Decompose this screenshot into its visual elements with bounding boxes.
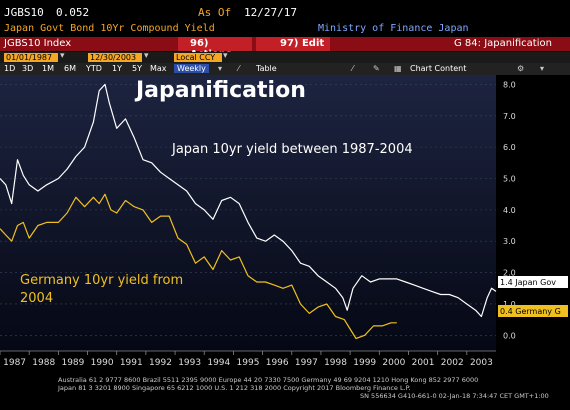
germany-tag-label: 0.4 Germany G	[500, 307, 561, 316]
x-tick-label: 2001	[412, 358, 435, 368]
line-tool-icon[interactable]: ⁄	[352, 64, 354, 73]
y-tick-label: 0.0	[503, 331, 516, 340]
x-tick-label: 1996	[266, 358, 289, 368]
tab-period[interactable]: YTD	[86, 64, 102, 73]
page-label: G 84: Japanification	[454, 38, 552, 49]
last-price: 0.052	[56, 6, 90, 19]
y-tick-label: 3.0	[503, 237, 516, 246]
currency-select[interactable]: Local CCY	[174, 53, 222, 62]
x-tick-label: 2002	[441, 358, 464, 368]
chevron-down-icon[interactable]: ▾	[223, 51, 228, 61]
y-tick-label: 4.0	[503, 206, 516, 215]
japan-tag-label: 1.4 Japan Gov	[500, 278, 556, 287]
calendar-icon[interactable]: ▾	[60, 51, 65, 61]
tab-period[interactable]: 6M	[64, 64, 76, 73]
x-tick-label: 1987	[3, 358, 26, 368]
footer-contacts-2: Japan 81 3 3201 8900 Singapore 65 6212 1…	[58, 384, 411, 392]
x-tick-label: 1988	[32, 358, 55, 368]
footer: Australia 61 2 9777 8600 Brazil 5511 239…	[0, 376, 570, 410]
chart-area: 0.0 1.0 2.0 3.0 4.0 5.0 6.0 7.0 8.0 1987 1988 1989…	[0, 75, 570, 375]
table-button[interactable]: Table	[256, 64, 277, 73]
as-of-date: 12/27/17	[244, 6, 297, 19]
calendar-icon[interactable]: ▾	[144, 51, 149, 61]
footer-contacts: Australia 61 2 9777 8600 Brazil 5511 239…	[58, 376, 479, 384]
edit-label: 97) Edit	[280, 38, 325, 49]
data-source: Ministry of Finance Japan	[318, 23, 469, 34]
yield-chart: 0.0 1.0 2.0 3.0 4.0 5.0 6.0 7.0 8.0 1987 1988 1989…	[0, 75, 568, 368]
x-tick-label: 1990	[91, 358, 114, 368]
germany-value-tag: 0.4 Germany G	[498, 305, 568, 317]
x-tick-label: 1989	[61, 358, 84, 368]
function-toolbar: JGBS10 Index 96) Actions 97) Edit G 84: …	[0, 37, 570, 60]
x-tick-label: 1994	[207, 358, 230, 368]
tab-period[interactable]: Max	[150, 64, 167, 73]
settings-icon[interactable]: ⚙	[517, 64, 525, 73]
x-tick-label: 1995	[237, 358, 260, 368]
chevron-down-icon[interactable]: ▾	[218, 64, 223, 73]
tab-period[interactable]: 1D	[4, 64, 16, 73]
as-of-label: As Of	[198, 6, 232, 19]
y-tick-label: 6.0	[503, 143, 516, 152]
y-tick-label: 5.0	[503, 175, 516, 184]
start-date-field[interactable]: 01/01/1987	[4, 53, 58, 62]
japan-yield-line	[0, 83, 497, 318]
security-subheader: Japan Govt Bond 10Yr Compound Yield Mini…	[0, 22, 570, 36]
actions-button[interactable]: 96) Actions	[178, 37, 252, 60]
y-tick-label: 2.0	[503, 269, 516, 278]
x-tick-label: 1993	[178, 358, 201, 368]
security-header: JGBS10 0.052 As Of 12/27/17	[0, 0, 570, 22]
footer-session: SN 556634 G410-661-0 02-Jan-18 7:34:47 C…	[360, 392, 549, 400]
chart-content-button[interactable]: Chart Content	[410, 64, 467, 73]
tab-period[interactable]: 1Y	[112, 64, 122, 73]
japan-annotation: Japan 10yr yield between 1987-2004	[171, 142, 413, 157]
y-tick-label: 7.0	[503, 112, 516, 121]
x-tick-label: 2003	[470, 358, 493, 368]
plot-background	[0, 75, 496, 351]
x-tick-label: 1991	[120, 358, 143, 368]
chevron-down-icon[interactable]: ▾	[540, 64, 545, 73]
germany-annotation-line1: Germany 10yr yield from	[20, 273, 183, 288]
y-tick-label: 8.0	[503, 80, 516, 89]
x-tick-label: 1997	[295, 358, 318, 368]
index-label: JGBS10 Index	[4, 38, 72, 49]
end-date-field[interactable]: 12/30/2003	[88, 53, 142, 62]
tab-period[interactable]: 1M	[42, 64, 54, 73]
tab-period[interactable]: 5Y	[132, 64, 142, 73]
y-tick-label: 1.0	[503, 300, 516, 309]
japan-value-tag: 1.4 Japan Gov	[498, 276, 568, 288]
line-chart-icon[interactable]: ⁄	[238, 64, 240, 73]
chart-type-icon[interactable]: ▦	[394, 64, 402, 73]
edit-button[interactable]: 97) Edit	[256, 37, 330, 51]
ticker: JGBS10	[4, 6, 44, 19]
period-tabs: 1D 3D 1M 6M YTD 1Y 5Y Max Weekly ▾ ⁄ Tab…	[0, 63, 570, 75]
x-tick-label: 1998	[324, 358, 347, 368]
germany-yield-line	[0, 193, 397, 340]
annotate-icon[interactable]: ✎	[373, 64, 380, 73]
date-controls: 01/01/1987 ▾ 12/30/2003 ▾ Local CCY ▾	[0, 51, 570, 63]
frequency-select[interactable]: Weekly	[174, 64, 209, 73]
germany-annotation-line2: 2004	[20, 291, 53, 306]
tab-period[interactable]: 3D	[22, 64, 34, 73]
x-tick-label: 1992	[149, 358, 172, 368]
security-description: Japan Govt Bond 10Yr Compound Yield	[4, 23, 215, 34]
x-tick-label: 2000	[382, 358, 405, 368]
chart-title: Japanification	[134, 78, 306, 103]
x-tick-label: 1999	[353, 358, 376, 368]
